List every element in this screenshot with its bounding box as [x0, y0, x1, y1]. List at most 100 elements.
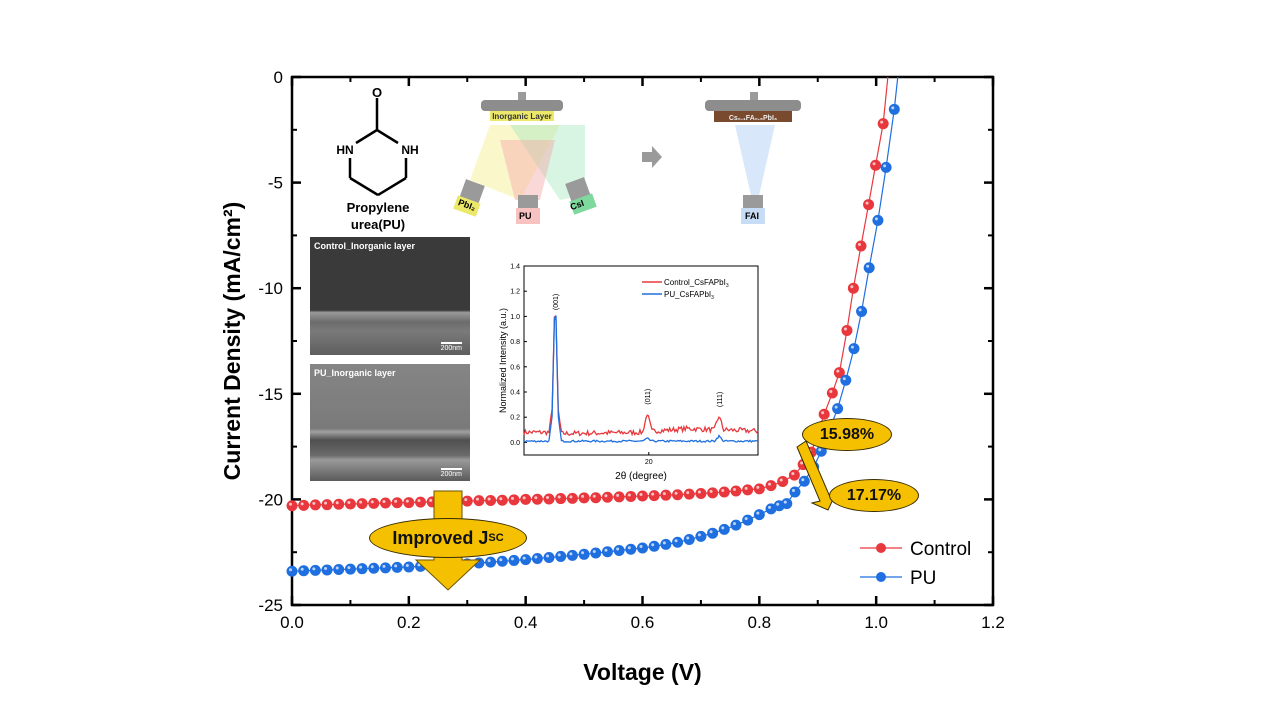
data-point — [856, 305, 868, 317]
data-point-highlight — [300, 502, 304, 506]
x-tick-label: 0.6 — [631, 613, 655, 632]
data-point-highlight — [783, 500, 787, 504]
data-point — [309, 499, 321, 511]
x-axis-title: Voltage (V) — [583, 659, 701, 685]
data-point — [555, 550, 567, 562]
data-point-highlight — [569, 552, 573, 556]
data-point — [625, 490, 637, 502]
data-point-highlight — [557, 553, 561, 557]
inset-legend-subscript: 3 — [726, 283, 729, 289]
data-point-highlight — [324, 501, 328, 505]
data-point — [403, 561, 415, 573]
data-point-highlight — [347, 566, 351, 570]
data-point — [753, 483, 765, 495]
data-point-highlight — [858, 308, 862, 312]
data-point — [496, 555, 508, 567]
pce-pu-callout: 17.17% — [829, 479, 919, 512]
data-point-highlight — [335, 501, 339, 505]
inset-series-control — [523, 316, 759, 437]
data-point-highlight — [891, 106, 895, 110]
data-point-highlight — [289, 568, 292, 572]
data-point-highlight — [592, 550, 596, 554]
data-point — [707, 487, 719, 499]
jsc-subscript: SC — [488, 532, 504, 544]
inset-y-tick-label: 1.4 — [510, 264, 520, 271]
data-point-highlight — [394, 499, 398, 503]
data-point — [344, 563, 356, 575]
data-point-highlight — [800, 461, 804, 465]
data-point — [496, 494, 508, 506]
inset-y-tick-label: 1.0 — [510, 314, 520, 321]
data-point — [648, 540, 660, 552]
data-point — [578, 492, 590, 504]
data-point-highlight — [829, 389, 833, 393]
data-point-highlight — [651, 543, 655, 547]
data-point-highlight — [744, 517, 748, 521]
data-point-highlight — [487, 497, 491, 501]
data-point — [863, 262, 875, 274]
improved-jsc-callout: Improved J SC — [369, 518, 527, 558]
data-point — [508, 554, 520, 566]
data-point-highlight — [756, 511, 760, 515]
sem-pu-label: PU_Inorganic layer — [314, 368, 396, 378]
x-tick-label: 1.0 — [864, 613, 888, 632]
legend-label: PU — [910, 568, 936, 589]
data-point-highlight — [776, 502, 780, 506]
data-point — [808, 461, 820, 473]
data-point — [368, 497, 380, 509]
data-point-highlight — [721, 489, 725, 493]
data-point — [718, 523, 730, 535]
data-point — [321, 499, 333, 511]
data-point-highlight — [662, 541, 666, 545]
inset-y-tick-label: 0.0 — [510, 440, 520, 447]
data-point-highlight — [417, 563, 421, 567]
data-point-highlight — [569, 495, 573, 499]
data-point — [356, 563, 368, 575]
data-point-highlight — [440, 562, 444, 566]
data-point-highlight — [557, 495, 561, 499]
data-point-highlight — [382, 564, 386, 568]
data-point — [368, 562, 380, 574]
data-point — [781, 498, 793, 510]
data-point — [848, 343, 860, 355]
data-point-highlight — [674, 539, 678, 543]
data-point — [391, 497, 403, 509]
data-point-highlight — [534, 555, 538, 559]
data-point-highlight — [686, 491, 690, 495]
data-point — [648, 490, 660, 502]
data-point-highlight — [843, 327, 847, 331]
x-tick-label: 0.8 — [748, 613, 772, 632]
data-point-highlight — [866, 264, 870, 268]
data-point-highlight — [475, 559, 479, 563]
data-point-highlight — [592, 494, 596, 498]
data-point — [855, 240, 867, 252]
data-point-highlight — [335, 566, 339, 570]
y-tick-label: -10 — [258, 279, 283, 298]
data-point-highlight — [394, 564, 398, 568]
data-point-highlight — [639, 493, 643, 497]
x-tick-label: 0.2 — [397, 613, 421, 632]
data-point — [765, 480, 777, 492]
data-point — [742, 514, 754, 526]
data-point — [789, 486, 801, 498]
data-point — [520, 493, 532, 505]
data-point-highlight — [464, 560, 468, 564]
data-point-highlight — [768, 505, 772, 509]
data-point — [356, 498, 368, 510]
data-point-highlight — [370, 500, 374, 504]
data-point — [485, 494, 497, 506]
sem-scale-bar: 200nm — [440, 468, 462, 478]
inset-legend-label: PU_CsFAPbI3 — [664, 290, 714, 301]
data-point — [818, 408, 830, 420]
data-point — [485, 556, 497, 568]
data-point-highlight — [359, 565, 363, 569]
data-point — [461, 558, 473, 570]
data-point-highlight — [721, 526, 725, 530]
data-point-highlight — [850, 285, 854, 289]
data-point-highlight — [359, 500, 363, 504]
data-point — [403, 497, 415, 509]
pce-control-callout: 15.98% — [802, 418, 892, 451]
legend-label: Control — [910, 539, 971, 560]
data-point — [613, 491, 625, 503]
